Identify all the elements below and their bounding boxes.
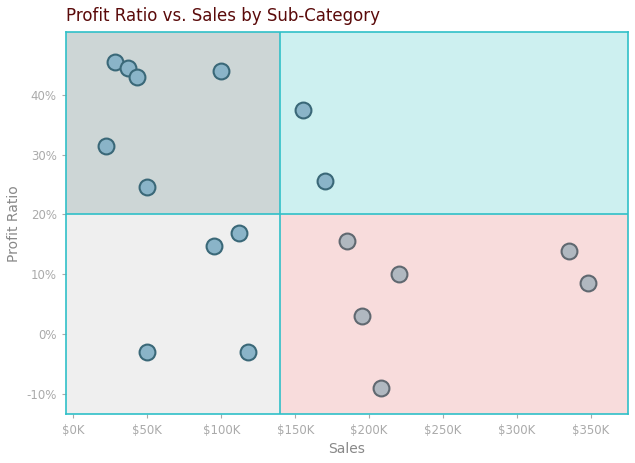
Bar [66,32,281,214]
Point [209,242,219,250]
Point [583,279,593,287]
Point [123,64,133,72]
Point [142,184,152,191]
Point [142,348,152,356]
Point [216,67,226,75]
Point [234,230,244,237]
X-axis label: Sales: Sales [328,442,365,456]
Point [564,248,574,255]
Bar [66,214,281,414]
Point [101,142,111,149]
Point [110,58,120,66]
Text: Profit Ratio vs. Sales by Sub-Category: Profit Ratio vs. Sales by Sub-Category [66,7,380,25]
Bar [281,32,628,214]
Point [376,384,386,391]
Point [357,312,367,319]
Point [342,238,352,245]
Point [394,270,404,278]
Point [243,348,253,356]
Point [132,73,142,81]
Point [298,106,308,113]
Bar [281,214,628,414]
Point [319,178,330,185]
Y-axis label: Profit Ratio: Profit Ratio [7,185,21,262]
